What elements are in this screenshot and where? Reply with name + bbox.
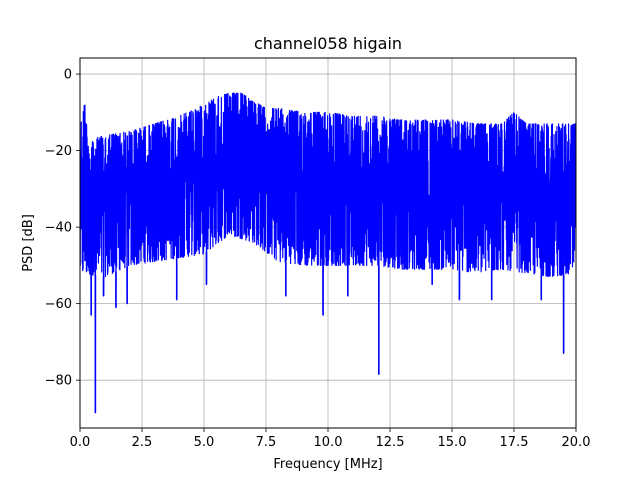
y-tick-label: −20 — [45, 144, 72, 159]
x-tick-label: 20.0 — [562, 435, 591, 450]
y-axis-label: PSD [dB] — [21, 214, 36, 272]
x-tick-label: 0.0 — [70, 435, 91, 450]
x-tick-label: 2.5 — [132, 435, 153, 450]
y-tick-label: 0 — [64, 68, 72, 83]
x-tick-label: 17.5 — [500, 435, 529, 450]
chart-title: channel058 higain — [254, 34, 402, 53]
x-tick-label: 7.5 — [256, 435, 277, 450]
y-tick-label: −40 — [45, 221, 72, 236]
data-layer — [80, 92, 576, 414]
x-tick-label: 10.0 — [314, 435, 343, 450]
x-tick-label: 5.0 — [194, 435, 215, 450]
x-tick-label: 12.5 — [376, 435, 405, 450]
y-axis: 0 −20 −40 −60 −80 — [45, 68, 80, 389]
y-tick-label: −60 — [45, 297, 72, 312]
psd-series-line — [80, 92, 576, 414]
x-axis-label: Frequency [MHz] — [273, 457, 382, 472]
y-tick-label: −80 — [45, 374, 72, 389]
x-tick-label: 15.0 — [438, 435, 467, 450]
x-axis: 0.0 2.5 5.0 7.5 10.0 12.5 15.0 17.5 20.0 — [70, 428, 591, 450]
